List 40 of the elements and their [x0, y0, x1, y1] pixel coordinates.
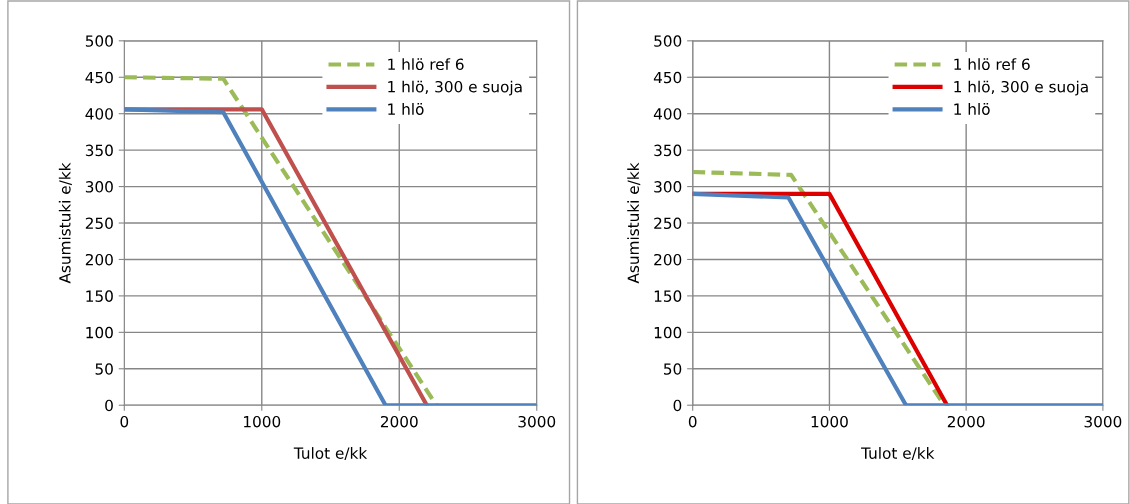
legend-label: 1 hlö [388, 103, 424, 115]
y-tick-label: 150 [654, 290, 682, 302]
y-tick-label: 100 [654, 326, 682, 339]
legend-label: 1 hlö ref 6 [954, 58, 1030, 71]
y-tick-label: 0 [105, 399, 113, 412]
x-tick-label: 1000 [244, 415, 281, 428]
y-axis-title: Asumistuki e/kk [58, 162, 72, 284]
y-tick-label: 100 [86, 326, 113, 339]
y-tick-label: 300 [85, 181, 113, 193]
legend-label: 1 hlö, 300 e suoja [388, 80, 522, 96]
x-tick-label: 0 [120, 415, 129, 428]
y-tick-label: 250 [654, 217, 682, 230]
y-tick-label: 300 [654, 181, 682, 193]
y-tick-label: 450 [653, 71, 682, 84]
x-tick-label: 2000 [380, 415, 418, 428]
y-tick-label: 250 [85, 217, 113, 230]
x-tick-label: 3000 [518, 415, 556, 428]
y-tick-label: 150 [86, 290, 113, 302]
y-tick-label: 500 [85, 35, 113, 47]
y-tick-label: 0 [673, 399, 682, 412]
y-tick-label: 50 [664, 363, 682, 375]
x-tick-label: 2000 [947, 415, 985, 428]
y-tick-label: 200 [85, 253, 113, 266]
x-axis-title: Tulot e/kk [861, 447, 935, 461]
x-tick-label: 0 [688, 415, 697, 428]
y-tick-label: 350 [85, 144, 113, 157]
legend-label: 1 hlö ref 6 [388, 58, 464, 71]
legend-label: 1 hlö [954, 103, 990, 115]
y-tick-label: 400 [85, 108, 113, 120]
y-tick-label: 450 [85, 71, 113, 84]
y-tick-label: 350 [654, 144, 682, 157]
y-tick-label: 400 [653, 108, 682, 120]
x-tick-label: 1000 [811, 415, 848, 428]
y-tick-label: 50 [95, 363, 113, 375]
y-tick-label: 200 [654, 253, 682, 266]
legend-label: 1 hlö, 300 e suoja [954, 80, 1088, 96]
y-tick-label: 500 [654, 35, 682, 47]
x-axis-title: Tulot e/kk [293, 447, 368, 461]
x-tick-label: 3000 [1084, 415, 1122, 428]
y-axis-title: Asumistuki e/kk [627, 162, 641, 284]
